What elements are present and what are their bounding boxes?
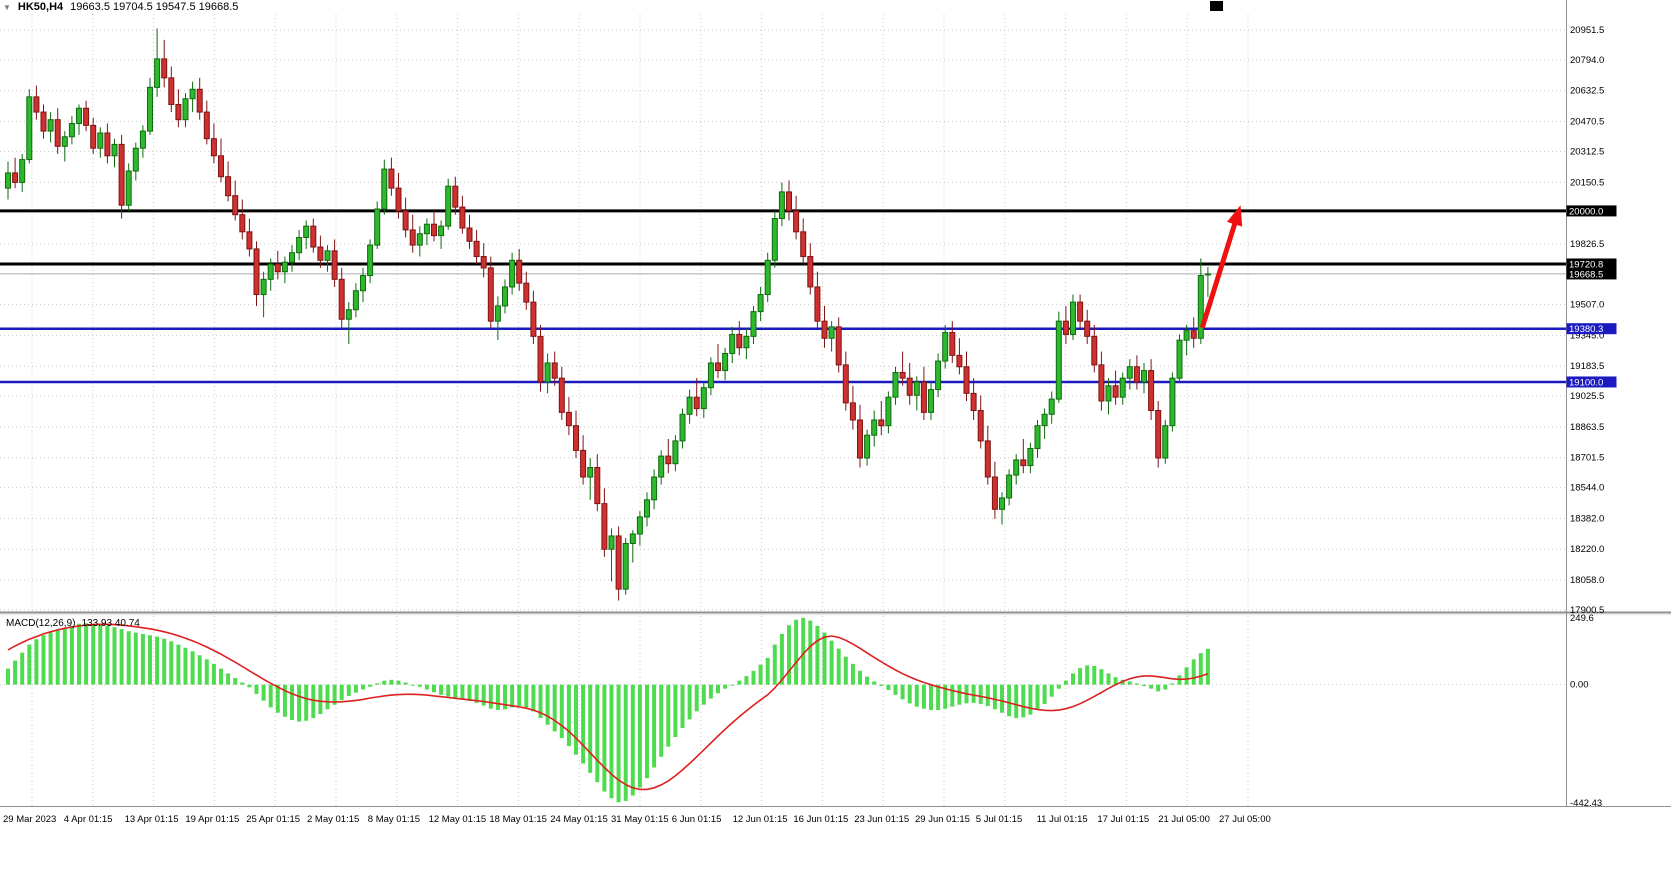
svg-text:23 Jun 01:15: 23 Jun 01:15 [854,814,909,825]
trend-arrow[interactable] [1199,205,1243,329]
svg-text:20312.5: 20312.5 [1570,147,1604,158]
chart-header: ▼ HK50,H4 19663.5 19704.5 19547.5 19668.… [3,1,238,14]
date-axis-labels: 29 Mar 2023 4 Apr 01:15 13 Apr 01:15 19 Apr… [3,814,1271,825]
svg-text:27 Jul 05:00: 27 Jul 05:00 [1219,814,1271,825]
svg-text:19100.0: 19100.0 [1569,377,1603,388]
chart-shift-marker[interactable] [1210,1,1223,11]
macd-signal-line [7,623,1209,791]
svg-text:19183.5: 19183.5 [1570,361,1604,372]
svg-text:17 Jul 01:15: 17 Jul 01:15 [1097,814,1149,825]
svg-text:12 Jun 01:15: 12 Jun 01:15 [733,814,788,825]
svg-text:19668.5: 19668.5 [1569,269,1603,280]
svg-text:25 Apr 01:15: 25 Apr 01:15 [246,814,300,825]
svg-text:20470.5: 20470.5 [1570,116,1604,127]
svg-text:5 Jul 01:15: 5 Jul 01:15 [976,814,1022,825]
svg-text:19720.8: 19720.8 [1569,259,1603,270]
price-gridlines [0,29,1566,611]
svg-text:6 Jun 01:15: 6 Jun 01:15 [672,814,722,825]
svg-text:29 Mar 2023: 29 Mar 2023 [3,814,56,825]
svg-text:31 May 01:15: 31 May 01:15 [611,814,669,825]
macd-axis-labels: 249.6 0.00 -442.43 [1570,613,1602,809]
symbol-period-label: HK50,H4 [17,1,64,13]
svg-text:18701.5: 18701.5 [1570,453,1604,464]
svg-text:18058.0: 18058.0 [1570,575,1604,586]
svg-text:12 May 01:15: 12 May 01:15 [429,814,487,825]
svg-text:4 Apr 01:15: 4 Apr 01:15 [64,814,113,825]
candlestick-series [5,28,1211,601]
svg-text:20000.0: 20000.0 [1569,206,1603,217]
svg-text:19025.5: 19025.5 [1570,391,1604,402]
svg-text:20150.5: 20150.5 [1570,177,1604,188]
svg-text:11 Jul 01:15: 11 Jul 01:15 [1037,814,1088,825]
macd-name: MACD(12,26,9) [6,618,76,629]
svg-text:21 Jul 05:00: 21 Jul 05:00 [1158,814,1210,825]
macd-indicator-label: MACD(12,26,9) 133.93 40.74 [6,618,140,629]
svg-text:13 Apr 01:15: 13 Apr 01:15 [125,814,179,825]
svg-text:19826.5: 19826.5 [1570,239,1604,250]
macd-values: 133.93 40.74 [81,618,140,629]
svg-text:2 May 01:15: 2 May 01:15 [307,814,359,825]
svg-text:16 Jun 01:15: 16 Jun 01:15 [793,814,848,825]
svg-text:18863.5: 18863.5 [1570,422,1604,433]
macd-histogram [6,617,1210,803]
svg-text:8 May 01:15: 8 May 01:15 [368,814,420,825]
svg-text:18220.0: 18220.0 [1570,544,1604,555]
svg-text:19345.0: 19345.0 [1570,330,1604,341]
svg-text:18544.0: 18544.0 [1570,483,1604,494]
svg-text:29 Jun 01:15: 29 Jun 01:15 [915,814,970,825]
svg-text:-442.43: -442.43 [1570,798,1602,809]
svg-text:19507.0: 19507.0 [1570,300,1604,311]
ohlc-readout: 19663.5 19704.5 19547.5 19668.5 [70,1,239,13]
svg-text:20632.5: 20632.5 [1570,86,1604,97]
svg-text:20794.0: 20794.0 [1570,55,1604,66]
svg-text:17900.5: 17900.5 [1570,605,1604,616]
svg-text:249.6: 249.6 [1570,613,1594,624]
panel-dividers [0,0,1671,807]
svg-text:19380.3: 19380.3 [1569,324,1603,335]
svg-text:0.00: 0.00 [1570,680,1589,691]
svg-text:18382.0: 18382.0 [1570,513,1604,524]
symbol-dropdown-icon[interactable]: ▼ [3,3,11,12]
svg-text:19 Apr 01:15: 19 Apr 01:15 [185,814,239,825]
svg-text:20951.5: 20951.5 [1570,25,1604,36]
horizontal-price-lines[interactable] [0,209,1566,384]
price-axis-labels: 20951.5 20794.0 20632.5 20470.5 20312.5 20150… [1570,25,1604,616]
svg-text:24 May 01:15: 24 May 01:15 [550,814,608,825]
svg-text:18 May 01:15: 18 May 01:15 [489,814,547,825]
